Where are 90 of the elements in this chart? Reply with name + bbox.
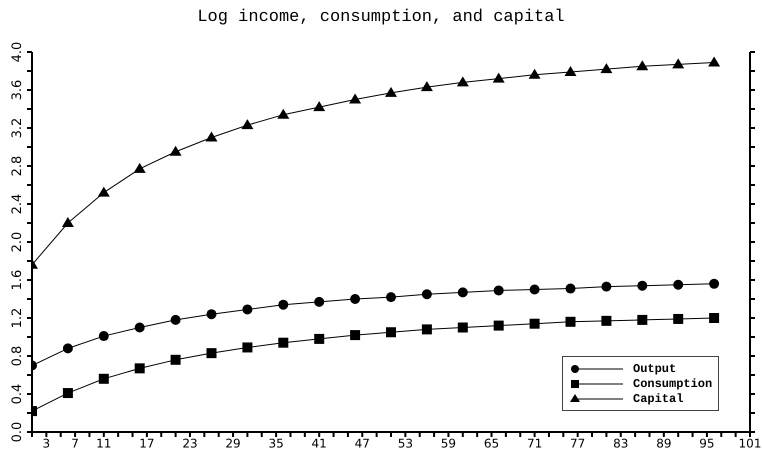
- point: [637, 280, 648, 291]
- point: [386, 292, 396, 302]
- point: [601, 282, 612, 292]
- point: [709, 313, 720, 323]
- point: [98, 331, 109, 342]
- x-tick-label: 71: [526, 436, 542, 451]
- point: [242, 342, 252, 352]
- x-tick-label: 77: [570, 436, 586, 451]
- point: [170, 354, 181, 365]
- x-tick-label: 47: [354, 436, 370, 451]
- point: [134, 162, 146, 173]
- x-tick-label: 3: [42, 436, 50, 451]
- point: [241, 119, 254, 130]
- point: [170, 314, 181, 325]
- point: [98, 186, 110, 197]
- point: [385, 86, 397, 97]
- point: [494, 285, 504, 296]
- point: [564, 66, 576, 76]
- point: [458, 322, 468, 332]
- point: [314, 334, 324, 344]
- point: [349, 94, 362, 104]
- point: [278, 338, 288, 348]
- x-tick-label: 7: [71, 436, 79, 451]
- point: [673, 280, 684, 290]
- point: [98, 374, 109, 384]
- point: [492, 72, 505, 83]
- point: [456, 76, 469, 86]
- x-tick-label: 11: [96, 436, 112, 451]
- point: [314, 296, 324, 307]
- x-tick-label: 53: [398, 436, 413, 451]
- point: [709, 278, 720, 289]
- x-tick-label: 83: [613, 436, 628, 451]
- point: [206, 132, 218, 142]
- y-tick-label: 4.0: [10, 42, 25, 62]
- point: [566, 284, 576, 294]
- legend-label: Capital: [633, 392, 684, 406]
- point: [530, 284, 540, 294]
- point: [277, 108, 290, 119]
- x-tick-label: 95: [699, 436, 715, 451]
- x-tick-label: 41: [312, 436, 327, 451]
- y-tick-label: 0.4: [10, 384, 25, 404]
- point: [636, 60, 648, 70]
- point: [350, 330, 360, 340]
- point: [350, 294, 360, 304]
- point: [494, 320, 504, 331]
- point: [637, 314, 648, 325]
- y-tick-label: 1.2: [10, 308, 25, 328]
- point: [62, 343, 73, 354]
- point: [708, 56, 720, 66]
- point: [420, 81, 433, 92]
- point: [62, 388, 73, 398]
- x-tick-label: 29: [225, 436, 241, 451]
- point: [134, 322, 145, 332]
- point: [528, 68, 541, 79]
- point: [386, 327, 396, 338]
- x-tick-label: 59: [440, 436, 456, 451]
- legend-label: Output: [633, 362, 676, 376]
- point: [530, 318, 540, 329]
- point: [170, 146, 182, 156]
- point: [601, 316, 612, 326]
- legend-label: Consumption: [633, 376, 712, 390]
- point: [673, 314, 684, 324]
- x-tick-label: 89: [656, 436, 672, 451]
- x-tick-label: 65: [484, 436, 500, 451]
- y-tick-label: 1.6: [10, 270, 25, 290]
- y-tick-label: 3.6: [10, 80, 25, 100]
- x-tick-label: 17: [139, 436, 155, 451]
- y-tick-label: 2.8: [10, 156, 25, 176]
- y-tick-label: 2.4: [10, 194, 25, 214]
- point: [134, 363, 145, 374]
- point: [458, 287, 468, 298]
- point: [278, 300, 288, 310]
- point: [566, 316, 576, 327]
- point: [62, 217, 74, 227]
- point: [313, 101, 326, 112]
- y-tick-label: 0.0: [10, 422, 25, 442]
- x-tick-label: 101: [738, 436, 762, 451]
- y-tick-label: 0.8: [10, 346, 25, 366]
- point: [206, 309, 216, 320]
- point: [422, 289, 432, 300]
- x-tick-label: 23: [182, 436, 198, 451]
- x-tick-label: 35: [268, 436, 284, 451]
- point: [600, 63, 612, 74]
- y-tick-label: 2.0: [10, 232, 25, 252]
- chart-title: Log income, consumption, and capital: [196, 8, 566, 27]
- point: [672, 58, 684, 68]
- point: [206, 348, 216, 358]
- y-tick-label: 3.2: [10, 118, 25, 138]
- point: [422, 324, 432, 334]
- point: [242, 304, 252, 314]
